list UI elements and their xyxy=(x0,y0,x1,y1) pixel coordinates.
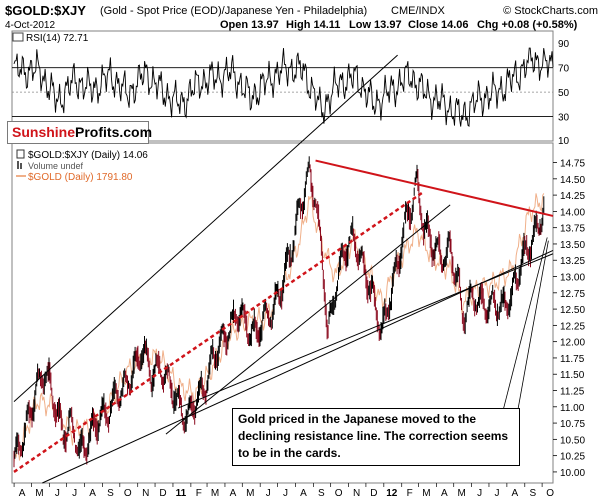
x-tick-label: J xyxy=(477,488,482,499)
rsi-tick-label: 90 xyxy=(558,39,570,50)
chart-exchange: CME/INDX xyxy=(391,5,445,17)
brand-logo-part2: Profits.com xyxy=(75,124,153,140)
series-layer xyxy=(13,156,545,468)
x-tick-label: A xyxy=(300,488,307,499)
legend-entry: Volume undef xyxy=(28,161,84,171)
x-tick-label: S xyxy=(529,488,536,499)
x-tick-label: J xyxy=(283,488,288,499)
channel-line xyxy=(13,54,398,402)
x-tick-label: O xyxy=(335,488,343,499)
chart-date: 4-Oct-2012 xyxy=(5,20,55,31)
x-tick-label: N xyxy=(142,488,149,499)
x-tick-label: 11 xyxy=(176,488,187,499)
x-tick-label: M xyxy=(246,488,254,499)
trendline-layer xyxy=(13,54,554,484)
rsi-ticks: 30 50 70 90 10 xyxy=(558,39,570,147)
legend-entry: $GOLD:$XJY (Daily) 14.06 xyxy=(28,150,148,161)
x-tick-label: J xyxy=(72,488,77,499)
x-tick-label: M xyxy=(211,488,219,499)
x-tick-label: O xyxy=(546,488,554,499)
y-tick-label: 12.75 xyxy=(560,289,585,300)
x-tick-label: J xyxy=(55,488,60,499)
y-tick-label: 10.25 xyxy=(560,452,585,463)
y-tick-label: 14.50 xyxy=(560,175,585,186)
price-y-axis: 10.00 10.25 10.50 10.75 11.00 11.25 11.50 11.75… xyxy=(553,159,585,479)
y-tick-label: 13.75 xyxy=(560,224,585,235)
quote-close: Close 14.06 xyxy=(408,19,469,31)
annotation-callout: Gold priced in the Japanese moved to the… xyxy=(232,408,520,466)
brand-logo: SunshineProfits.com xyxy=(7,121,153,144)
x-tick-label: J xyxy=(266,488,271,499)
rsi-line xyxy=(13,47,554,127)
dashed-support-line xyxy=(13,190,425,473)
x-tick-label: N xyxy=(353,488,360,499)
channel-line xyxy=(165,204,451,435)
x-tick-label: D xyxy=(370,488,377,499)
rsi-tick-label: 70 xyxy=(558,64,570,75)
y-tick-label: 12.50 xyxy=(560,305,585,316)
y-tick-label: 13.25 xyxy=(560,256,585,267)
rsi-tick-label: 10 xyxy=(558,136,570,147)
y-tick-label: 14.25 xyxy=(560,191,585,202)
callout-pointer xyxy=(499,237,548,424)
rsi-title: RSI(14) 72.71 xyxy=(26,33,89,44)
x-tick-label: F xyxy=(196,488,202,499)
chart-description: (Gold - Spot Price (EOD)/Japanese Yen - … xyxy=(100,5,367,17)
y-tick-label: 10.50 xyxy=(560,435,585,446)
x-tick-label: 12 xyxy=(386,488,398,499)
y-tick-label: 10.00 xyxy=(560,468,585,479)
x-tick-label: M xyxy=(422,488,430,499)
x-tick-label: A xyxy=(441,488,448,499)
y-tick-label: 12.00 xyxy=(560,338,585,349)
brand-logo-part1: Sunshine xyxy=(12,124,76,140)
y-tick-label: 10.75 xyxy=(560,419,585,430)
y-tick-label: 12.25 xyxy=(560,321,585,332)
y-tick-label: 13.00 xyxy=(560,273,585,284)
y-tick-label: 11.75 xyxy=(560,354,585,365)
rsi-legend-icon xyxy=(12,32,24,42)
x-tick-label: M xyxy=(458,488,466,499)
x-tick-label: S xyxy=(318,488,325,499)
legend-swatch xyxy=(20,163,22,169)
quote-low: Low 13.97 xyxy=(349,19,402,31)
x-tick-label: M xyxy=(35,488,43,499)
rsi-tick-label: 50 xyxy=(558,88,570,99)
x-tick-label: O xyxy=(124,488,132,499)
x-tick-label: J xyxy=(494,488,499,499)
y-tick-label: 11.00 xyxy=(560,403,585,414)
chart-source: © StockCharts.com xyxy=(503,5,598,17)
rsi-tick-label: 30 xyxy=(558,113,570,124)
quote-open: Open 13.97 xyxy=(220,19,279,31)
x-tick-label: F xyxy=(407,488,413,499)
time-x-axis: A M J J A S O N D 11 F M A M J J A S O N D 12 F M A M J J A S O xyxy=(13,483,554,499)
y-tick-label: 11.25 xyxy=(560,387,585,398)
y-tick-label: 14.75 xyxy=(560,159,585,170)
legend-swatch xyxy=(16,149,25,159)
x-tick-label: A xyxy=(230,488,237,499)
x-tick-label: A xyxy=(512,488,519,499)
x-tick-label: A xyxy=(19,488,26,499)
x-tick-label: D xyxy=(159,488,166,499)
y-tick-label: 14.00 xyxy=(560,207,585,218)
quote-change: Chg +0.08 (+0.58%) xyxy=(477,19,578,31)
chart-symbol: $GOLD:$XJY xyxy=(5,3,86,18)
channel-line xyxy=(177,253,554,409)
quote-high: High 14.11 xyxy=(286,19,340,31)
legend-entry: $GOLD (Daily) 1791.80 xyxy=(28,172,133,183)
x-tick-label: A xyxy=(89,488,96,499)
x-tick-label: S xyxy=(107,488,114,499)
legend-swatch xyxy=(17,161,19,169)
resistance-line xyxy=(315,159,554,217)
y-tick-label: 11.50 xyxy=(560,370,585,381)
y-tick-label: 13.50 xyxy=(560,240,585,251)
